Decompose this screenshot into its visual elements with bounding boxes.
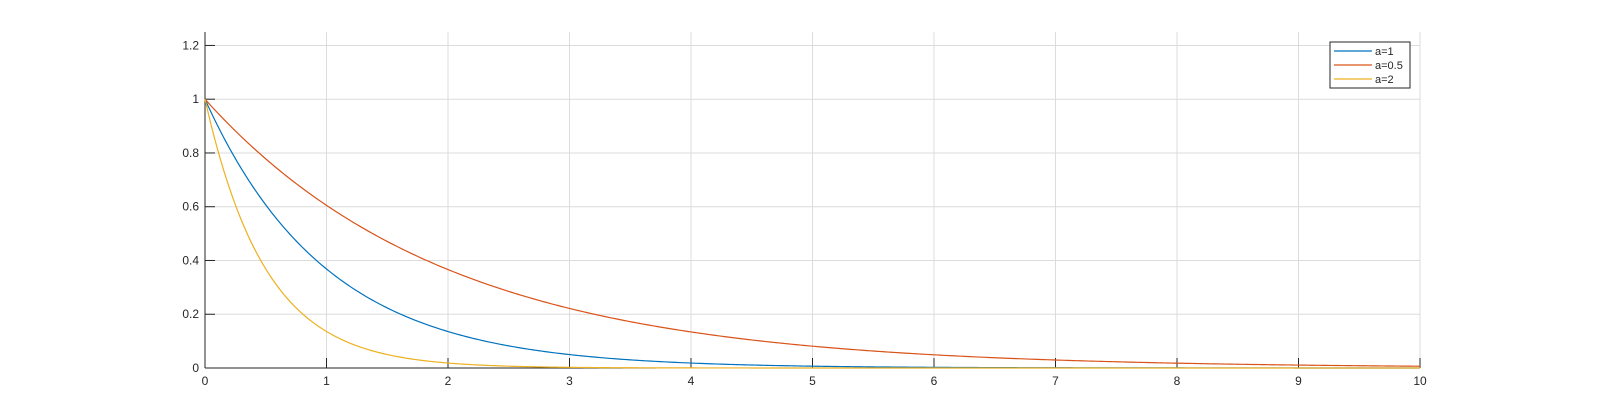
x-tick-label: 10: [1413, 374, 1427, 388]
x-tick-label: 2: [445, 374, 452, 388]
x-tick-label: 3: [566, 374, 573, 388]
legend-label: a=1: [1375, 46, 1394, 58]
x-tick-label: 7: [1052, 374, 1059, 388]
x-tick-label: 0: [202, 374, 209, 388]
y-tick-label: 1.2: [182, 38, 199, 52]
series-line-2: [204, 98, 1421, 367]
series-line-3: [204, 99, 1420, 369]
x-tick-label: 8: [1174, 374, 1181, 388]
x-tick-label: 1: [323, 374, 330, 388]
y-tick-label: 0.2: [182, 307, 199, 321]
legend-label: a=2: [1375, 74, 1394, 86]
x-tick-label: 4: [688, 374, 695, 388]
x-tick-label: 6: [931, 374, 938, 388]
y-tick-label: 0.6: [182, 200, 199, 214]
x-tick-label: 5: [809, 374, 816, 388]
y-tick-label: 0.8: [182, 146, 199, 160]
x-tick-label: 9: [1295, 374, 1302, 388]
y-tick-label: 0.4: [182, 253, 199, 267]
y-tick-label: 1: [192, 92, 199, 106]
plot-area: 0 1 2 3 4 5 6 7 8 9 10 0 0.2 0.4 0.6 0.8 1 1.2 a=1 a=0.5 a=2: [182, 32, 1427, 388]
y-tick-label: 0: [192, 361, 199, 375]
legend-label: a=0.5: [1375, 60, 1403, 72]
